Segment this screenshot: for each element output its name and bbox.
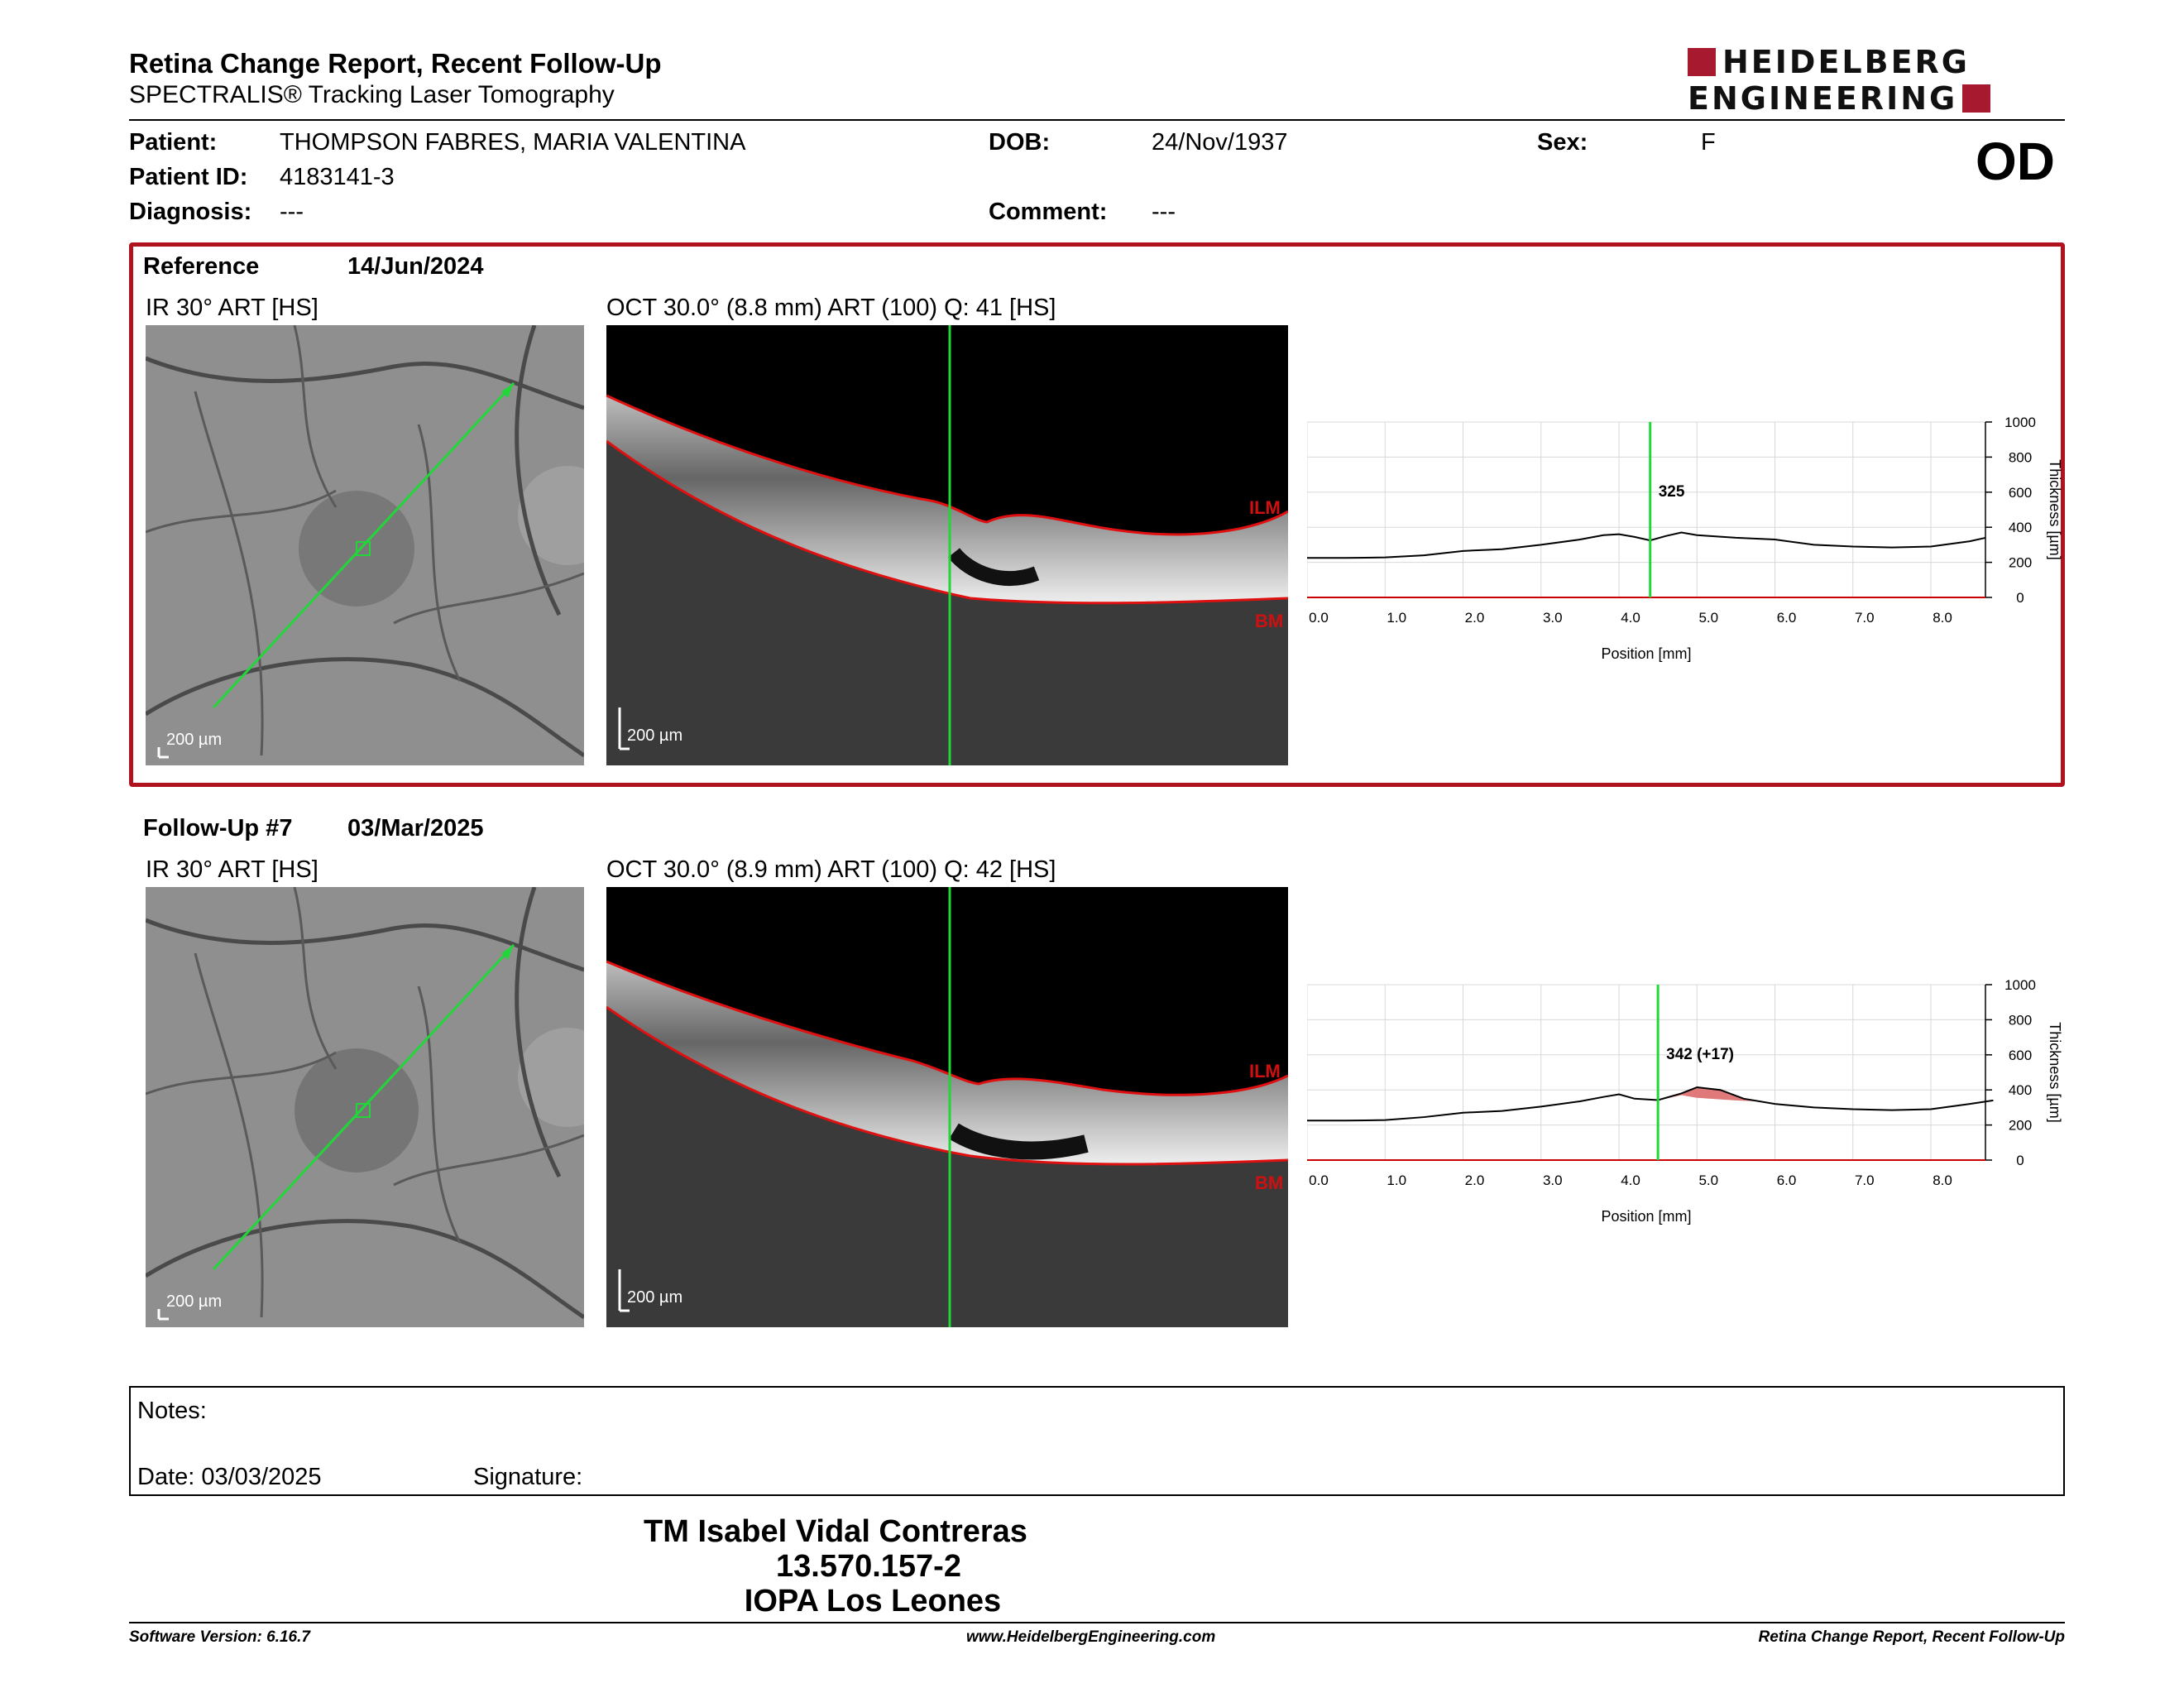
chart-x-tick-label: 0.0 xyxy=(1309,1172,1329,1188)
oct-layers xyxy=(606,887,1288,1327)
notes-date: Date: 03/03/2025 xyxy=(137,1464,322,1490)
heidelberg-logo: HEIDELBERG ENGINEERING xyxy=(1688,45,2068,116)
sex-value: F xyxy=(1701,129,1716,156)
reference-ir-fundus-image: 200 µm xyxy=(146,325,584,765)
followup-thickness-chart: 0.0 1.0 2.0 3.0 4.0 5.0 6.0 7.0 8.0 0 200 400 600 800… xyxy=(1307,977,2063,1225)
reference-highlight-box xyxy=(129,242,2065,787)
followup-ilm-label: ILM xyxy=(1249,1061,1281,1081)
chart-y-tick-label: 1000 xyxy=(2004,415,2036,430)
chart-increase-area xyxy=(1665,1087,1798,1105)
chart-y-axis-label: Thickness [µm] xyxy=(2047,459,2063,559)
reference-bm-label: BM xyxy=(1255,611,1284,631)
chart-y-tick-label: 600 xyxy=(2009,1048,2032,1063)
chart-y-tick-label: 600 xyxy=(2009,485,2032,501)
notes-label: Notes: xyxy=(137,1398,207,1424)
followup-oct-bscan-image: ILM BM 200 µm xyxy=(606,887,1288,1327)
followup-ir-scale-label: 200 µm xyxy=(166,1292,223,1311)
chart-y-tick-label: 400 xyxy=(2009,520,2032,535)
followup-label: Follow-Up #7 xyxy=(143,815,293,842)
fundus-vessels xyxy=(146,887,584,1327)
chart-x-tick-label: 6.0 xyxy=(1777,610,1797,626)
followup-oct-title: OCT 30.0° (8.9 mm) ART (100) Q: 42 [HS] xyxy=(606,856,1056,883)
footer-report-title: Retina Change Report, Recent Follow-Up xyxy=(1758,1628,2065,1646)
reference-ilm-label: ILM xyxy=(1249,497,1281,518)
chart-x-tick-label: 7.0 xyxy=(1855,1172,1875,1188)
dob-label: DOB: xyxy=(989,129,1051,156)
chart-y-tick-label: 0 xyxy=(2016,590,2024,606)
reference-date: 14/Jun/2024 xyxy=(347,253,484,280)
signature-label: Signature: xyxy=(473,1464,583,1490)
followup-ir-fundus-image: 200 µm xyxy=(146,887,584,1327)
clinic-name: IOPA Los Leones xyxy=(744,1584,1002,1618)
chart-x-tick-label: 2.0 xyxy=(1465,610,1485,626)
chart-y-tick-label: 400 xyxy=(2009,1082,2032,1098)
header-divider xyxy=(129,119,2065,121)
comment-value: --- xyxy=(1152,199,1176,225)
chart-x-tick-label: 5.0 xyxy=(1698,610,1718,626)
clinician-name: TM Isabel Vidal Contreras xyxy=(644,1514,1027,1549)
chart-y-tick-label: 200 xyxy=(2009,555,2032,571)
followup-bm-label: BM xyxy=(1255,1172,1284,1193)
diagnosis-value: --- xyxy=(280,199,304,225)
chart-x-tick-label: 7.0 xyxy=(1855,610,1875,626)
chart-y-tick-label: 0 xyxy=(2016,1153,2024,1168)
notes-box[interactable]: Notes: Date: 03/03/2025 Signature: xyxy=(129,1386,2065,1496)
clinician-id: 13.570.157-2 xyxy=(776,1549,961,1584)
chart-y-axis-label: Thickness [µm] xyxy=(2047,1022,2063,1122)
chart-x-tick-label: 5.0 xyxy=(1698,1172,1718,1188)
comment-label: Comment: xyxy=(989,199,1108,225)
oct-layers xyxy=(606,325,1288,765)
reference-oct-bscan-image: ILM BM 200 µm xyxy=(606,325,1288,765)
followup-date: 03/Mar/2025 xyxy=(347,815,484,842)
reference-ir-scale-label: 200 µm xyxy=(166,731,223,749)
software-version: Software Version: 6.16.7 xyxy=(129,1628,310,1646)
chart-cursor-value-label: 325 xyxy=(1659,483,1685,501)
footer-divider xyxy=(129,1622,2065,1623)
reference-thickness-chart: 0.0 1.0 2.0 3.0 4.0 5.0 6.0 7.0 8.0 0 200 400 600 800… xyxy=(1307,415,2063,662)
chart-y-tick-label: 800 xyxy=(2009,1012,2032,1028)
chart-x-tick-label: 4.0 xyxy=(1621,1172,1640,1188)
logo-square-icon xyxy=(1688,48,1716,76)
fundus-vessels xyxy=(146,325,584,765)
chart-x-axis-label: Position [mm] xyxy=(1601,1208,1691,1225)
reference-oct-title: OCT 30.0° (8.8 mm) ART (100) Q: 41 [HS] xyxy=(606,295,1056,321)
chart-x-tick-label: 0.0 xyxy=(1309,610,1329,626)
patient-id: 4183141-3 xyxy=(280,164,395,190)
sex-label: Sex: xyxy=(1537,129,1588,156)
chart-thickness-line xyxy=(1307,1086,1994,1122)
chart-x-tick-label: 8.0 xyxy=(1933,610,1952,626)
chart-thickness-line xyxy=(1307,531,1986,559)
chart-x-tick-label: 4.0 xyxy=(1621,610,1640,626)
followup-ir-title: IR 30° ART [HS] xyxy=(146,856,318,883)
chart-y-tick-label: 1000 xyxy=(2004,977,2036,993)
chart-x-tick-label: 1.0 xyxy=(1387,1172,1406,1188)
reference-label: Reference xyxy=(143,253,260,280)
chart-cursor-value-label: 342 (+17) xyxy=(1666,1046,1734,1063)
chart-x-tick-label: 3.0 xyxy=(1543,1172,1563,1188)
followup-oct-scale-label: 200 µm xyxy=(627,1288,683,1307)
patient-id-label: Patient ID: xyxy=(129,164,248,190)
reference-oct-scale-label: 200 µm xyxy=(627,727,683,745)
chart-x-axis-label: Position [mm] xyxy=(1601,645,1691,662)
report-subtitle: SPECTRALIS® Tracking Laser Tomography xyxy=(129,81,615,108)
chart-x-tick-label: 2.0 xyxy=(1465,1172,1485,1188)
reference-ir-title: IR 30° ART [HS] xyxy=(146,295,318,321)
website-link[interactable]: www.HeidelbergEngineering.com xyxy=(966,1628,1216,1646)
chart-x-tick-label: 6.0 xyxy=(1777,1172,1797,1188)
chart-x-tick-label: 1.0 xyxy=(1387,610,1406,626)
chart-x-tick-label: 8.0 xyxy=(1933,1172,1952,1188)
report-title: Retina Change Report, Recent Follow-Up xyxy=(129,48,662,79)
patient-name: THOMPSON FABRES, MARIA VALENTINA xyxy=(280,129,746,156)
logo-square-icon xyxy=(1962,84,1991,113)
chart-y-tick-label: 200 xyxy=(2009,1118,2032,1134)
dob-value: 24/Nov/1937 xyxy=(1152,129,1288,156)
diagnosis-label: Diagnosis: xyxy=(129,199,252,225)
chart-y-tick-label: 800 xyxy=(2009,449,2032,465)
chart-x-tick-label: 3.0 xyxy=(1543,610,1563,626)
eye-indicator: OD xyxy=(1976,132,2055,191)
patient-label: Patient: xyxy=(129,129,218,156)
